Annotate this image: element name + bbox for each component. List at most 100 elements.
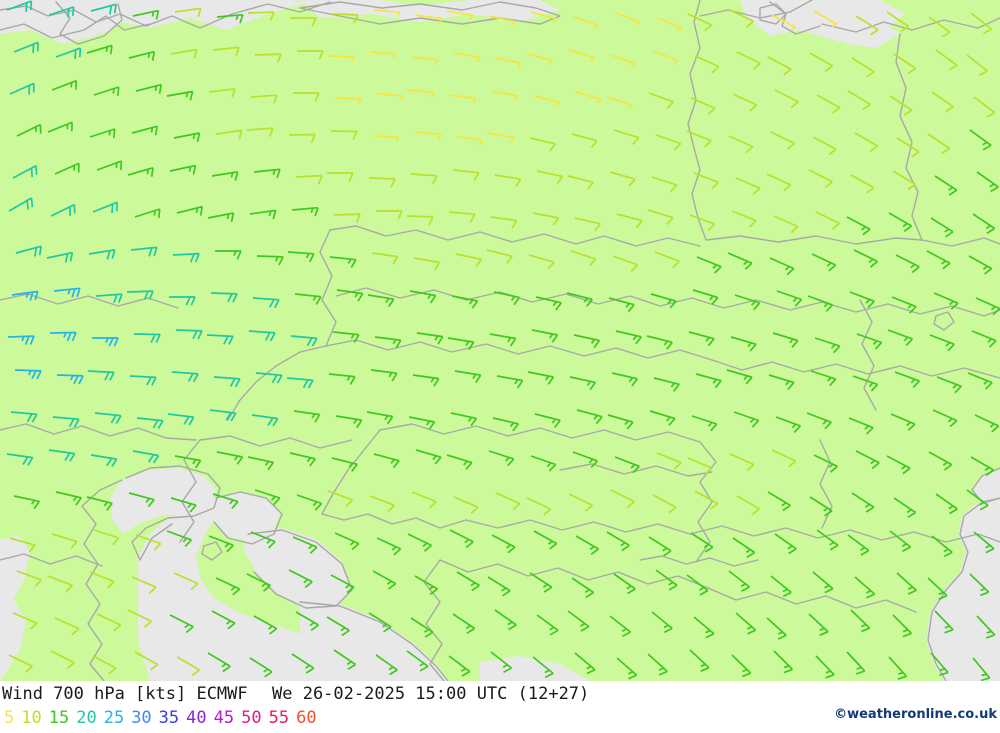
wind-barb [809, 52, 833, 72]
wind-barb [966, 489, 989, 511]
wind-barb [928, 16, 951, 38]
wind-barb [95, 293, 123, 304]
wind-barb [655, 569, 678, 591]
wind-barb [691, 415, 718, 432]
wind-barb [611, 372, 638, 387]
wind-barb [328, 373, 356, 385]
wind-barb [415, 14, 443, 24]
wind-barb [530, 455, 557, 472]
wind-barb [769, 257, 795, 276]
wind-barb [254, 53, 282, 63]
wind-barb [931, 91, 954, 113]
wind-barb [492, 417, 519, 432]
wind-barb [568, 493, 593, 512]
wind-barb [615, 330, 642, 345]
wind-barb [770, 131, 795, 150]
legend-value-50: 50 [241, 708, 262, 728]
wind-barb [651, 611, 673, 634]
wind-barb [808, 169, 833, 189]
wind-barb [494, 174, 522, 188]
wind-barb [174, 7, 202, 18]
wind-barb [974, 414, 1000, 433]
wind-barb [729, 453, 755, 472]
wind-barb [246, 127, 274, 137]
wind-barb [732, 537, 756, 559]
wind-barb [6, 453, 34, 466]
wind-barb [90, 454, 118, 468]
wind-barb [293, 410, 321, 423]
wind-barb [648, 92, 675, 109]
wind-barb [212, 46, 240, 57]
wind-barb [207, 212, 235, 222]
wind-barb [376, 537, 402, 556]
wind-barb [212, 493, 239, 509]
wind-barb [127, 166, 154, 177]
weather-map-canvas[interactable] [0, 0, 1000, 681]
wind-barb [966, 54, 989, 76]
wind-barb [330, 574, 355, 594]
wind-barb [892, 170, 916, 191]
wind-barb [133, 333, 161, 343]
wind-barb [54, 617, 80, 636]
wind-barb [452, 613, 476, 635]
legend-value-25: 25 [103, 708, 125, 728]
wind-barb [850, 174, 875, 194]
wind-barb [330, 130, 358, 140]
wind-barb [768, 374, 795, 390]
wind-barb [456, 571, 480, 592]
wind-barb [652, 50, 678, 65]
wind-barb [573, 334, 601, 349]
wind-barb [295, 611, 319, 631]
wind-barb [331, 13, 359, 24]
wind-barb [653, 377, 680, 392]
wind-barb [569, 376, 597, 391]
wind-barb [12, 612, 38, 630]
wind-barb [250, 94, 278, 104]
wind-barb [47, 121, 73, 133]
wind-barb [176, 205, 204, 216]
map-footer: Wind 700 hPa [kts] ECMWF We 26-02-2025 1… [0, 681, 1000, 733]
wind-barb [656, 17, 682, 32]
wind-barb [289, 452, 316, 467]
wind-barb [89, 571, 115, 589]
wind-barb [169, 164, 197, 175]
wind-barb [854, 576, 876, 599]
wind-barb [491, 534, 516, 554]
wind-barb [167, 413, 195, 426]
wind-barb [774, 89, 799, 109]
wind-barb [373, 9, 401, 18]
wind-barb [416, 332, 444, 345]
wind-barb [809, 496, 833, 517]
wind-barb [734, 294, 761, 311]
wind-barb [533, 95, 560, 107]
wind-barb [486, 249, 513, 264]
wind-barb [934, 175, 958, 196]
wind-barb [566, 292, 593, 307]
wind-barb [766, 617, 787, 640]
wind-barb [334, 532, 360, 551]
wind-barb [291, 206, 319, 217]
wind-barb [414, 575, 438, 595]
map-svg [0, 0, 1000, 681]
wind-barb [614, 12, 641, 27]
wind-barb [774, 533, 797, 555]
wind-barb [132, 450, 160, 464]
wind-barb [453, 52, 481, 62]
wind-barb [891, 296, 917, 314]
wind-barb [295, 174, 323, 185]
wind-barb [495, 492, 521, 511]
wind-barb [928, 451, 953, 471]
wind-barb [94, 412, 122, 424]
wind-barb [730, 336, 757, 352]
wind-barb [449, 529, 474, 549]
wind-barb [291, 653, 315, 674]
wind-barb [47, 575, 73, 593]
wind-barb [813, 454, 838, 473]
wind-barb [452, 169, 480, 181]
wind-barb [773, 650, 794, 674]
wind-barb [169, 614, 194, 634]
wind-barb [606, 531, 630, 552]
wind-barb [366, 411, 394, 425]
legend-value-45: 45 [213, 708, 235, 728]
wind-barb [690, 97, 716, 115]
